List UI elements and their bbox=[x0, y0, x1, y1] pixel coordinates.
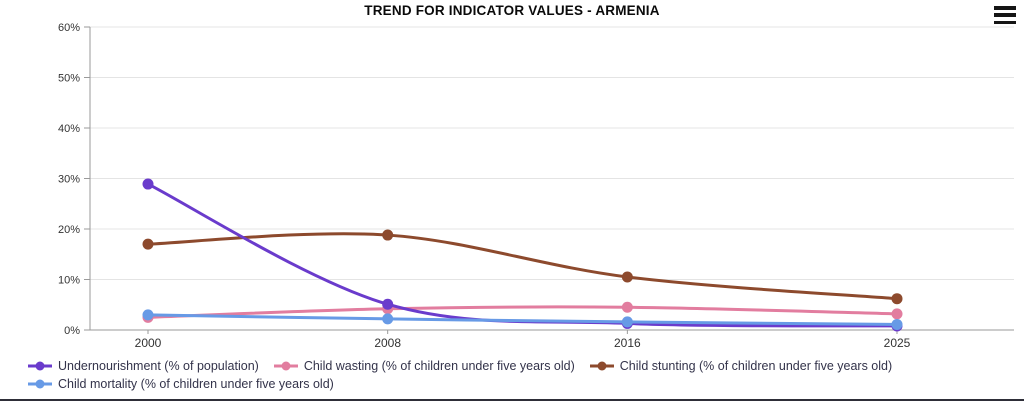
chart-title: TREND FOR INDICATOR VALUES - ARMENIA bbox=[364, 3, 660, 18]
data-point[interactable] bbox=[621, 271, 633, 283]
menu-bar bbox=[994, 20, 1016, 24]
y-tick-label: 10% bbox=[58, 275, 80, 287]
y-tick-label: 20% bbox=[58, 224, 80, 236]
data-point[interactable] bbox=[621, 301, 633, 313]
y-tick-label: 30% bbox=[58, 174, 80, 186]
data-point[interactable] bbox=[891, 318, 903, 330]
legend-label: Child wasting (% of children under five … bbox=[303, 359, 575, 373]
legend-label: Child stunting (% of children under five… bbox=[619, 359, 893, 373]
data-point[interactable] bbox=[142, 309, 154, 321]
data-point[interactable] bbox=[382, 298, 394, 310]
chart-legend: Undernourishment (% of population) Child… bbox=[0, 357, 1024, 393]
data-point[interactable] bbox=[142, 178, 154, 190]
legend-marker-icon bbox=[28, 379, 52, 389]
legend-item-child-stunting[interactable]: Child stunting (% of children under five… bbox=[589, 357, 892, 375]
legend-row: Undernourishment (% of population) Child… bbox=[27, 357, 1016, 375]
x-tick-label: 2000 bbox=[135, 336, 162, 350]
data-point[interactable] bbox=[891, 293, 903, 305]
legend-marker-icon bbox=[589, 361, 614, 371]
series-line-0 bbox=[146, 182, 899, 328]
data-point[interactable] bbox=[382, 313, 394, 325]
series-line-2 bbox=[146, 232, 899, 301]
y-tick-label: 0% bbox=[64, 325, 80, 337]
legend-item-undernourishment[interactable]: Undernourishment (% of population) bbox=[27, 357, 259, 375]
y-tick-label: 40% bbox=[58, 123, 80, 135]
x-tick-label: 2008 bbox=[374, 336, 401, 350]
data-point[interactable] bbox=[621, 316, 633, 328]
y-tick-label: 60% bbox=[58, 22, 80, 34]
legend-label: Child mortality (% of children under fiv… bbox=[58, 377, 334, 391]
data-point[interactable] bbox=[891, 308, 903, 320]
trend-line-chart: 0% 10% 20% 30% 40% 50% 60% 2000 2008 2016 2025 bbox=[58, 22, 1014, 350]
legend-row: Child mortality (% of children under fiv… bbox=[27, 375, 1016, 393]
legend-item-child-mortality[interactable]: Child mortality (% of children under fiv… bbox=[27, 375, 334, 393]
x-tick-label: 2016 bbox=[614, 336, 641, 350]
legend-item-child-wasting[interactable]: Child wasting (% of children under five … bbox=[273, 357, 575, 375]
series-line-1 bbox=[146, 305, 899, 319]
series-line-3 bbox=[146, 313, 899, 326]
menu-bar bbox=[994, 6, 1016, 10]
menu-bar bbox=[994, 13, 1016, 17]
legend-label: Undernourishment (% of population) bbox=[58, 359, 259, 373]
data-point[interactable] bbox=[382, 229, 394, 241]
y-tick-label: 50% bbox=[58, 73, 80, 85]
hamburger-menu-icon[interactable] bbox=[992, 5, 1018, 25]
data-point[interactable] bbox=[142, 238, 154, 250]
legend-marker-icon bbox=[273, 361, 298, 371]
legend-marker-icon bbox=[28, 361, 52, 371]
x-tick-label: 2025 bbox=[884, 336, 911, 350]
